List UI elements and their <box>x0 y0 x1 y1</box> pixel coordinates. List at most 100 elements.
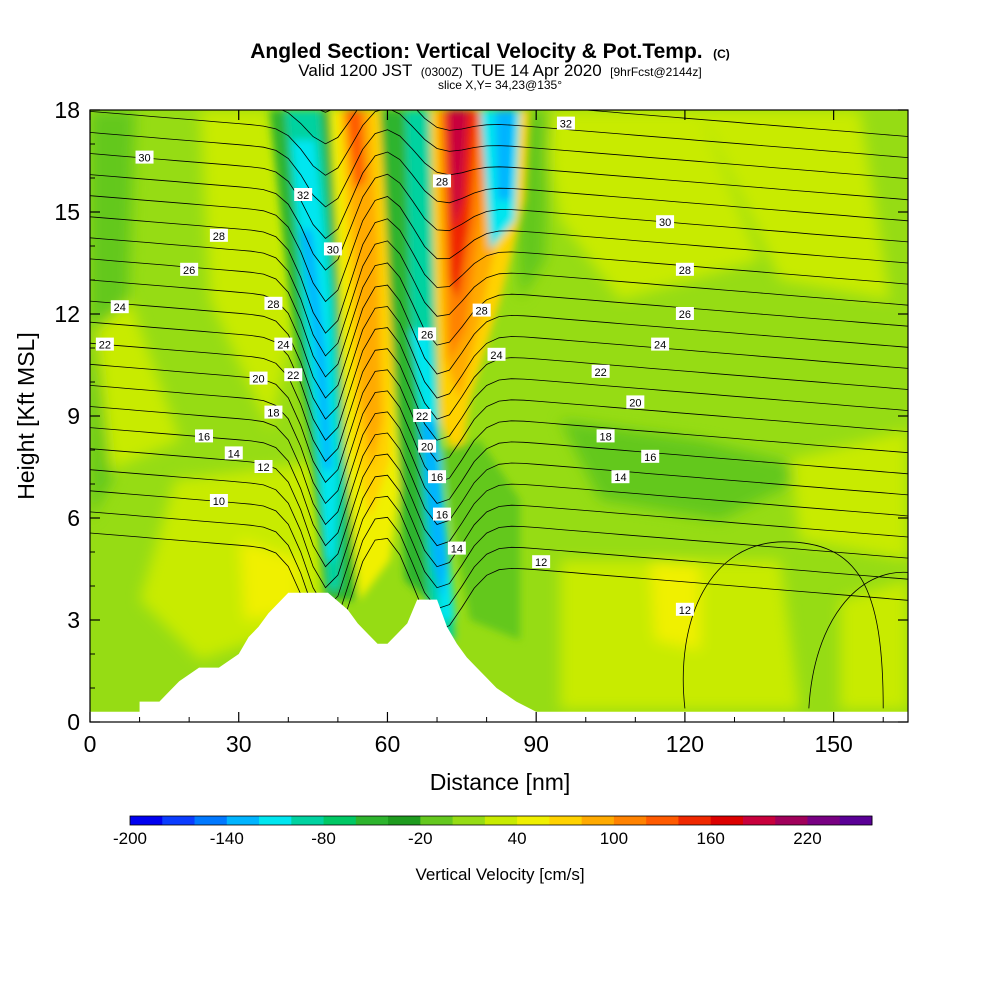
theta-contour <box>90 129 908 208</box>
contour-label: 30 <box>323 242 342 256</box>
title-block: Angled Section: Vertical Velocity & Pot.… <box>250 40 730 92</box>
contour-label-bg <box>611 470 630 484</box>
pot-temp-contours <box>90 110 908 709</box>
y-tick-label: 3 <box>67 607 80 633</box>
contour-label-bg <box>264 296 283 310</box>
colorbar-swatch <box>517 816 550 825</box>
contour-label-text: 28 <box>436 176 448 188</box>
slice-label: slice X,Y= 34,23@135° <box>438 78 562 92</box>
contour-label-bg <box>323 242 342 256</box>
contour-label: 12 <box>532 555 551 569</box>
y-tick-label: 0 <box>67 709 80 735</box>
theta-contour <box>90 406 908 526</box>
contour-label: 30 <box>656 215 675 229</box>
colorbar-swatch <box>613 816 647 825</box>
contour-label-bg <box>428 470 447 484</box>
contour-label: 24 <box>110 300 129 314</box>
x-axis-label: Distance [nm] <box>430 769 571 795</box>
colorbar: -200 -140 -80 -20 40 100 160 220 <box>113 815 873 848</box>
colorbar-swatch <box>839 816 873 825</box>
theta-contour <box>90 279 908 399</box>
contour-label-text: 12 <box>679 605 691 617</box>
colorbar-swatch <box>549 816 583 825</box>
contour-label-text: 28 <box>476 306 488 318</box>
contour-label-bg <box>532 555 551 569</box>
theta-contour <box>808 571 908 709</box>
colorbar-tick-label: 220 <box>793 829 821 848</box>
x-tick-label: 150 <box>814 731 852 757</box>
contour-label: 28 <box>472 303 491 318</box>
theta-contour <box>90 363 908 483</box>
contour-label: 26 <box>675 307 694 321</box>
theta-contour <box>90 342 908 462</box>
x-axis: 0 30 60 90 120 150 <box>84 110 884 757</box>
contour-label-text: 28 <box>213 231 225 243</box>
contour-label-text: 14 <box>228 448 240 460</box>
theta-contour <box>90 532 908 652</box>
contour-label-text: 12 <box>535 557 547 569</box>
contour-label-text: 18 <box>267 408 279 420</box>
contour-label-bg <box>556 116 575 130</box>
contour-label: 10 <box>209 494 228 508</box>
theta-contour <box>90 511 908 631</box>
theta-contour <box>682 541 884 709</box>
contour-label: 16 <box>641 449 660 464</box>
colorbar-frame <box>129 815 873 826</box>
contour-label-bg <box>432 507 451 521</box>
colorbar-swatch <box>646 816 679 825</box>
colorbar-tick-label: -200 <box>113 829 147 848</box>
colorbar-swatch <box>162 816 196 825</box>
contour-label: 22 <box>413 409 432 423</box>
colorbar-tick-label: 100 <box>600 829 628 848</box>
contour-label: 20 <box>626 395 645 409</box>
contour-label: 32 <box>294 188 313 202</box>
contour-label-bg <box>447 541 466 555</box>
contour-label: 20 <box>249 371 268 386</box>
contour-label: 18 <box>264 405 283 420</box>
contour-label-bg <box>651 337 670 351</box>
contour-label-text: 32 <box>297 190 309 202</box>
contour-label-bg <box>95 337 114 351</box>
colorbar-tick-label: -80 <box>311 829 336 848</box>
contour-label-text: 12 <box>257 462 269 474</box>
contour-label-text: 24 <box>490 350 502 362</box>
contour-label: 12 <box>675 602 694 617</box>
colorbar-swatch <box>581 816 615 825</box>
colorbar-tick-label: 160 <box>697 829 725 848</box>
contour-label-text: 22 <box>287 370 299 382</box>
colorbar-swatch <box>323 816 357 825</box>
colorbar-swatch <box>742 816 776 825</box>
contour-label: 24 <box>651 337 670 352</box>
colorbar-swatch <box>775 816 808 825</box>
x-tick-label: 120 <box>666 731 704 757</box>
terrain-mask <box>90 592 908 722</box>
contour-label-text: 30 <box>138 153 150 165</box>
colorbar-swatch <box>130 816 163 825</box>
contour-label-bg <box>596 429 615 443</box>
contour-label-text: 24 <box>654 340 666 352</box>
contour-label-text: 22 <box>99 340 111 352</box>
contour-label: 16 <box>195 429 214 443</box>
colorbar-swatch <box>388 816 421 825</box>
colorbar-swatch <box>484 816 518 825</box>
theta-contour <box>90 469 908 589</box>
theta-contour <box>90 448 908 568</box>
contour-label-text: 16 <box>198 431 210 443</box>
contour-label: 20 <box>418 439 437 454</box>
y-axis-label: Height [Kft MSL] <box>13 332 39 499</box>
contour-label-text: 26 <box>183 265 195 277</box>
contour-label-text: 22 <box>595 367 607 379</box>
colorbar-swatch <box>291 816 325 825</box>
contour-label-text: 28 <box>267 299 279 311</box>
contour-label-bg <box>274 337 293 351</box>
plot-area <box>90 110 908 722</box>
contour-label-text: 26 <box>679 309 691 321</box>
contour-label: 12 <box>254 460 273 474</box>
contour-label: 14 <box>224 446 243 460</box>
colorbar-swatch <box>226 816 260 825</box>
contour-label-bg <box>264 405 283 419</box>
contour-label-text: 24 <box>114 302 126 314</box>
contour-label: 30 <box>135 150 154 165</box>
contour-label-bg <box>284 368 303 382</box>
contour-label-bg <box>249 371 268 385</box>
